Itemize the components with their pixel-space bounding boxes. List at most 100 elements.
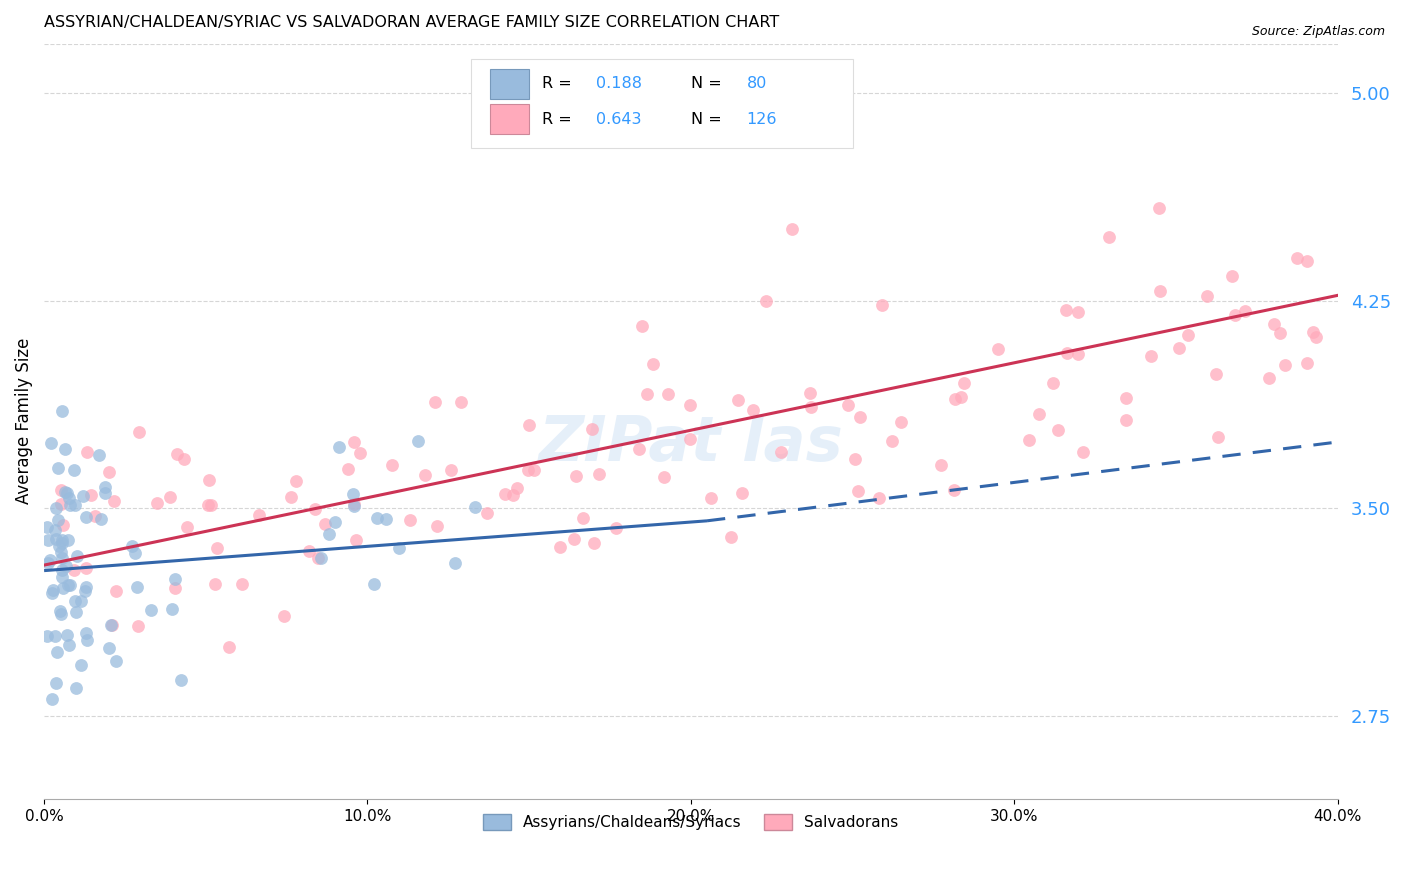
Point: [837, 398, 859, 412]
Text: 126: 126: [747, 112, 778, 127]
Point: [1147, 201, 1170, 215]
FancyBboxPatch shape: [491, 69, 529, 99]
Point: [628, 442, 651, 456]
Point: [146, 496, 169, 510]
Point: [366, 511, 388, 525]
Point: [630, 319, 652, 334]
Text: 0.188: 0.188: [596, 76, 643, 91]
Point: [56, 628, 79, 642]
Point: [1270, 326, 1292, 341]
Point: [63, 594, 86, 608]
Point: [381, 458, 404, 473]
Point: [343, 499, 366, 513]
Point: [314, 516, 336, 531]
Point: [943, 483, 966, 498]
Point: [121, 540, 143, 554]
Point: [846, 483, 869, 498]
Point: [66, 549, 89, 564]
Text: ASSYRIAN/CHALDEAN/SYRIAC VS SALVADORAN AVERAGE FAMILY SIZE CORRELATION CHART: ASSYRIAN/CHALDEAN/SYRIAC VS SALVADORAN A…: [44, 15, 779, 30]
Point: [48, 539, 70, 553]
Point: [159, 490, 181, 504]
Point: [51, 569, 73, 583]
Legend: Assyrians/Chaldeans/Syriacs, Salvadorans: Assyrians/Chaldeans/Syriacs, Salvadorans: [477, 808, 904, 837]
Point: [464, 500, 486, 515]
Point: [880, 434, 903, 448]
Point: [502, 487, 524, 501]
Point: [1018, 433, 1040, 447]
Point: [55, 442, 77, 457]
Point: [1071, 444, 1094, 458]
Point: [298, 544, 321, 558]
Point: [49, 604, 72, 618]
Point: [98, 640, 121, 655]
Point: [46, 461, 69, 475]
Point: [307, 550, 329, 565]
Point: [423, 395, 446, 409]
Text: R =: R =: [543, 112, 576, 127]
Point: [94, 480, 117, 494]
Point: [205, 541, 228, 556]
Point: [56, 578, 79, 592]
Point: [588, 467, 610, 481]
Point: [720, 530, 742, 544]
Point: [58, 491, 80, 506]
Point: [59, 498, 82, 512]
Point: [564, 469, 586, 483]
Point: [58, 638, 80, 652]
Point: [328, 440, 350, 454]
Point: [41, 586, 63, 600]
Point: [1056, 345, 1078, 359]
Point: [200, 498, 222, 512]
FancyBboxPatch shape: [491, 104, 529, 135]
Point: [1274, 358, 1296, 372]
Point: [163, 572, 186, 586]
Point: [548, 540, 571, 554]
Point: [128, 425, 150, 439]
Point: [49, 607, 72, 621]
Point: [204, 577, 226, 591]
Point: [800, 401, 823, 415]
Point: [101, 618, 124, 632]
Point: [1205, 367, 1227, 381]
Point: [636, 387, 658, 401]
Point: [311, 550, 333, 565]
Point: [582, 536, 605, 550]
Point: [987, 342, 1010, 356]
Point: [799, 385, 821, 400]
Point: [170, 673, 193, 688]
Point: [1295, 356, 1317, 370]
Text: R =: R =: [543, 76, 576, 91]
Point: [1167, 341, 1189, 355]
Point: [943, 392, 966, 406]
Text: ZIPat las: ZIPat las: [538, 414, 844, 474]
Point: [45, 645, 67, 659]
Point: [318, 527, 340, 541]
Point: [65, 681, 87, 695]
Point: [53, 485, 76, 500]
Point: [929, 458, 952, 472]
Point: [37, 533, 59, 547]
Point: [46, 513, 69, 527]
Point: [37, 556, 59, 570]
Point: [450, 395, 472, 409]
Point: [218, 640, 240, 654]
Point: [97, 465, 120, 479]
Point: [44, 524, 66, 538]
Point: [1054, 303, 1077, 318]
Point: [273, 608, 295, 623]
Point: [90, 512, 112, 526]
Point: [103, 493, 125, 508]
Point: [56, 533, 79, 548]
Point: [506, 481, 529, 495]
Point: [63, 463, 86, 477]
Point: [94, 486, 117, 500]
Point: [342, 497, 364, 511]
Point: [408, 434, 430, 448]
Point: [1115, 392, 1137, 406]
Text: 80: 80: [747, 76, 766, 91]
Point: [1296, 254, 1319, 268]
Point: [55, 559, 77, 574]
Point: [679, 398, 702, 412]
Point: [75, 510, 97, 524]
Point: [870, 298, 893, 312]
